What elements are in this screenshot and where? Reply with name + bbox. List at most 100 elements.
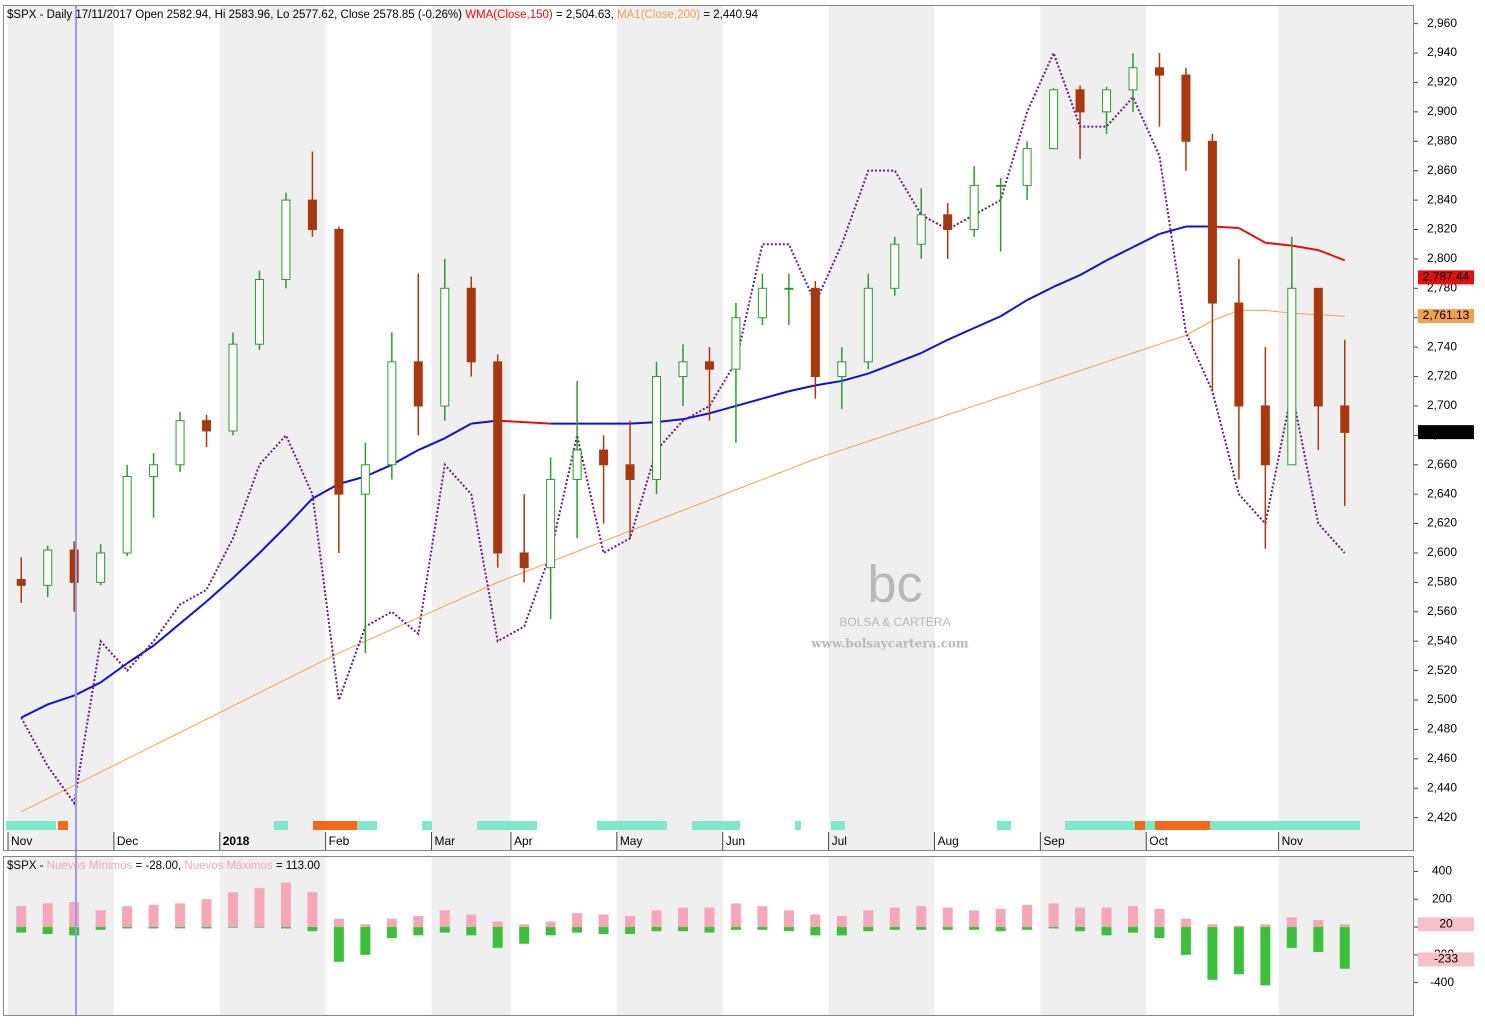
bar bbox=[386, 927, 397, 939]
wma-segment bbox=[232, 552, 261, 579]
bar bbox=[598, 927, 609, 934]
bar bbox=[201, 927, 212, 929]
value-box bbox=[1418, 952, 1474, 967]
bar bbox=[466, 927, 477, 936]
candle-body bbox=[784, 287, 794, 290]
candle-body bbox=[149, 464, 159, 478]
watermark: bc BOLSA & CARTERA www.bolsaycartera.com bbox=[810, 556, 969, 651]
y-tick-label: 2,480 bbox=[1427, 722, 1457, 736]
bar bbox=[307, 892, 318, 928]
bar bbox=[439, 927, 450, 933]
candle-body bbox=[969, 184, 979, 230]
bar bbox=[1313, 927, 1324, 953]
bar bbox=[572, 913, 583, 928]
bar bbox=[678, 927, 688, 932]
wma-segment bbox=[682, 412, 710, 421]
bar bbox=[1260, 924, 1271, 928]
wma-segment bbox=[867, 362, 896, 375]
y-tick-label: 2,900 bbox=[1427, 104, 1457, 118]
watermark-logo: bc bbox=[868, 556, 923, 614]
value-box-label: 20 bbox=[1439, 916, 1453, 930]
bar bbox=[254, 927, 265, 928]
main-legend: $SPX - Daily 17/11/2017 Open 2582.94, Hi… bbox=[7, 9, 759, 21]
x-tick-label: Jul bbox=[832, 834, 847, 848]
bar bbox=[1075, 927, 1086, 932]
month-band bbox=[828, 857, 935, 1015]
bar bbox=[95, 910, 106, 928]
value-box-label: -233 bbox=[1434, 952, 1458, 966]
bar bbox=[1128, 927, 1138, 933]
bar bbox=[1207, 927, 1218, 980]
y-tick-label: 2,920 bbox=[1427, 75, 1457, 89]
wma-segment bbox=[285, 497, 314, 528]
bar bbox=[492, 921, 503, 928]
y-tick-label: 2,880 bbox=[1427, 133, 1457, 147]
candle-body bbox=[1075, 89, 1085, 113]
wma-segment bbox=[788, 384, 816, 393]
candle-body bbox=[704, 361, 714, 370]
bar bbox=[730, 903, 741, 928]
bar bbox=[942, 907, 953, 928]
wma-segment bbox=[152, 622, 181, 647]
bar bbox=[413, 915, 424, 928]
candle-body bbox=[890, 243, 900, 289]
bar bbox=[386, 918, 397, 928]
y-tick-label: 2,740 bbox=[1427, 339, 1457, 353]
bar bbox=[1286, 927, 1297, 948]
bar bbox=[757, 906, 768, 928]
y-tick-label: 2,640 bbox=[1427, 486, 1457, 500]
wma-segment bbox=[205, 577, 234, 603]
bar bbox=[757, 927, 768, 930]
bar bbox=[280, 927, 291, 929]
bar bbox=[730, 927, 741, 930]
candle-body bbox=[228, 343, 238, 432]
y-tick-label: 2,800 bbox=[1427, 251, 1457, 265]
bar bbox=[651, 910, 662, 928]
value-box-label: 2,787.44 bbox=[1423, 270, 1470, 284]
candle-body bbox=[334, 228, 344, 495]
wma-segment bbox=[444, 422, 472, 440]
bar bbox=[783, 910, 794, 928]
month-band bbox=[616, 857, 723, 1015]
candle-body bbox=[1022, 148, 1032, 186]
wma-segment bbox=[894, 352, 922, 365]
bar bbox=[545, 921, 556, 928]
bar bbox=[995, 927, 1006, 932]
x-tick-label: Dec bbox=[117, 834, 138, 848]
bar bbox=[360, 924, 371, 928]
wma-segment bbox=[179, 600, 208, 625]
bar bbox=[492, 927, 503, 948]
bar bbox=[333, 927, 344, 962]
bar bbox=[863, 927, 874, 932]
wma-segment bbox=[1265, 241, 1292, 247]
bar bbox=[42, 903, 53, 928]
x-tick-label: Nov bbox=[11, 834, 32, 848]
bar bbox=[228, 892, 238, 928]
bar bbox=[175, 927, 186, 929]
wma-segment bbox=[1132, 233, 1160, 249]
wma-segment bbox=[735, 397, 763, 407]
candle-body bbox=[1102, 89, 1112, 113]
bar bbox=[1339, 927, 1350, 969]
candle-body bbox=[625, 464, 635, 480]
x-tick-label: Mar bbox=[435, 834, 456, 848]
bar bbox=[810, 927, 821, 936]
wma-segment bbox=[1079, 259, 1108, 276]
candle-body bbox=[810, 287, 820, 378]
candle-body bbox=[1340, 405, 1350, 433]
candle-body bbox=[1260, 405, 1270, 466]
bar bbox=[69, 927, 80, 936]
month-band bbox=[1040, 857, 1147, 1015]
candle-body bbox=[1207, 140, 1217, 304]
wma-segment bbox=[20, 703, 49, 719]
bar bbox=[1207, 924, 1218, 928]
bar bbox=[916, 906, 927, 928]
wma-segment bbox=[841, 372, 869, 382]
bar bbox=[889, 907, 900, 928]
bar bbox=[1101, 927, 1112, 936]
candle-body bbox=[1287, 287, 1297, 466]
y-tick-label: 2,540 bbox=[1427, 633, 1457, 647]
wma-segment bbox=[920, 338, 949, 354]
bar bbox=[1075, 907, 1086, 928]
bar bbox=[1022, 904, 1033, 928]
